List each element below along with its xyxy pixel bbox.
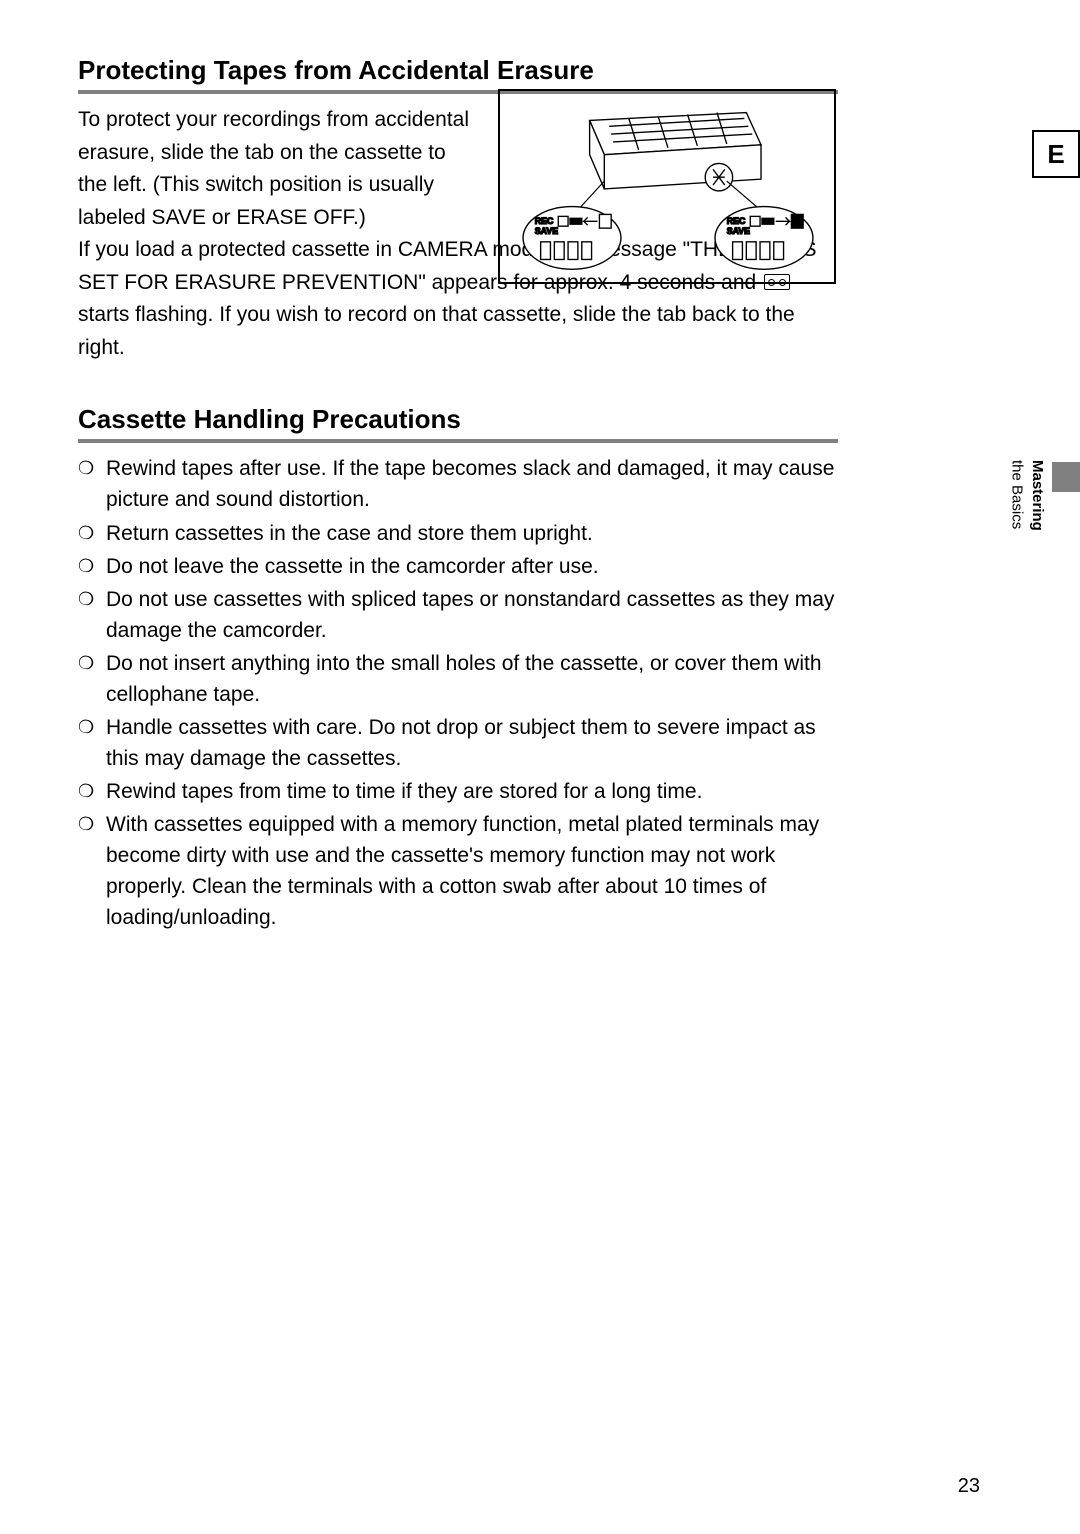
section-protecting-tapes: Protecting Tapes from Accidental Erasure (78, 55, 838, 364)
bullet-text: Return cassettes in the case and store t… (106, 518, 838, 549)
list-item: ❍With cassettes equipped with a memory f… (78, 809, 838, 933)
bullet-text: Do not leave the cassette in the camcord… (106, 551, 838, 582)
bullet-text: Do not insert anything into the small ho… (106, 648, 838, 710)
bullet-icon: ❍ (78, 776, 106, 805)
list-item: ❍Do not use cassettes with spliced tapes… (78, 584, 838, 646)
fig-rec-left: REC (535, 216, 554, 226)
cassette-diagram: REC SAVE (498, 89, 836, 284)
language-tab-label: E (1047, 139, 1064, 170)
language-tab: E (1032, 130, 1080, 178)
section1-para2b: starts flashing. If you wish to record o… (78, 303, 795, 359)
precautions-list: ❍Rewind tapes after use. If the tape bec… (78, 453, 838, 933)
list-item: ❍Rewind tapes after use. If the tape bec… (78, 453, 838, 515)
main-content: Protecting Tapes from Accidental Erasure (78, 55, 838, 934)
list-item: ❍Handle cassettes with care. Do not drop… (78, 712, 838, 774)
bullet-icon: ❍ (78, 453, 106, 482)
bullet-icon: ❍ (78, 809, 106, 838)
section-indicator-bar (1052, 462, 1080, 492)
manual-page: E Mastering the Basics Protecting Tapes … (0, 0, 1080, 1534)
bullet-text: Do not use cassettes with spliced tapes … (106, 584, 838, 646)
fig-save-left: SAVE (535, 226, 558, 236)
list-item: ❍Do not leave the cassette in the camcor… (78, 551, 838, 582)
list-item: ❍Return cassettes in the case and store … (78, 518, 838, 549)
cassette-icon (764, 274, 790, 290)
bullet-text: Handle cassettes with care. Do not drop … (106, 712, 838, 774)
bullet-icon: ❍ (78, 584, 106, 613)
fig-rec-right: REC (727, 216, 746, 226)
bullet-icon: ❍ (78, 648, 106, 677)
section-line-2: the Basics (1007, 460, 1026, 531)
list-item: ❍Rewind tapes from time to time if they … (78, 776, 838, 807)
section-line-1: Mastering (1027, 460, 1046, 531)
bullet-text: With cassettes equipped with a memory fu… (106, 809, 838, 933)
section-indicator-text: Mastering the Basics (1007, 460, 1047, 531)
section2-title: Cassette Handling Precautions (78, 404, 838, 443)
page-number: 23 (958, 1475, 980, 1498)
bullet-icon: ❍ (78, 518, 106, 547)
list-item: ❍Do not insert anything into the small h… (78, 648, 838, 710)
section-cassette-handling: Cassette Handling Precautions ❍Rewind ta… (78, 404, 838, 933)
bullet-text: Rewind tapes after use. If the tape beco… (106, 453, 838, 515)
bullet-icon: ❍ (78, 551, 106, 580)
section1-para1: To protect your recordings from accident… (78, 104, 478, 234)
bullet-text: Rewind tapes from time to time if they a… (106, 776, 838, 807)
bullet-icon: ❍ (78, 712, 106, 741)
cassette-diagram-svg: REC SAVE (500, 91, 834, 282)
fig-save-right: SAVE (727, 226, 750, 236)
